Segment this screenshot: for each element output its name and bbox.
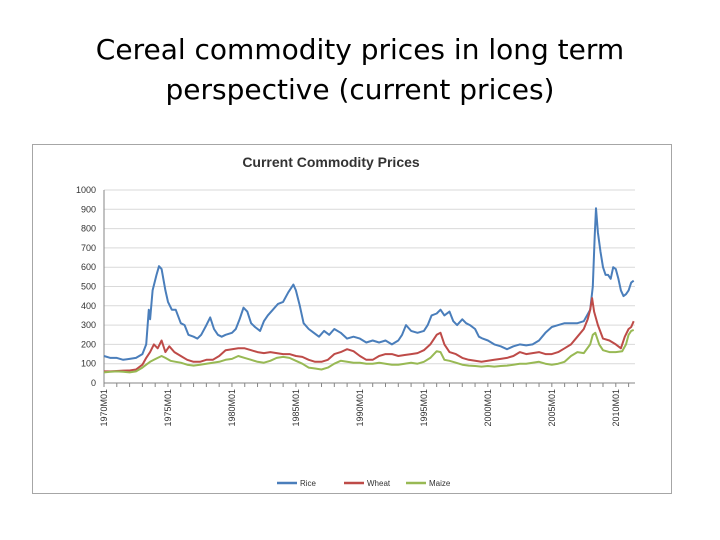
x-tick-label: 1985M01: [291, 389, 301, 427]
legend-label-maize: Maize: [429, 479, 451, 488]
slide-title-line-1: Cereal commodity prices in long term: [95, 33, 625, 66]
x-tick-label: 2000M01: [483, 389, 493, 427]
y-axis: 0 100 200 300 400 500 600 700 800 900 1000: [76, 185, 105, 388]
x-tick-label: 1995M01: [419, 389, 429, 427]
y-tick-label: 500: [81, 282, 96, 292]
y-tick-label: 900: [81, 204, 96, 214]
x-tick-label: 1980M01: [227, 389, 237, 427]
chart-title: Current Commodity Prices: [242, 154, 420, 170]
chart-frame: Current Commodity Prices 0 100 200 300 400 50…: [32, 144, 672, 494]
slide-title: Cereal commodity prices in long term per…: [0, 30, 720, 110]
y-tick-label: 800: [81, 224, 96, 234]
legend: Rice Wheat Maize: [277, 479, 451, 488]
y-tick-label: 200: [81, 339, 96, 349]
series-lines: [103, 207, 635, 374]
series-line-maize: [103, 328, 635, 374]
series-line-rice: [103, 207, 635, 361]
gridlines: [104, 189, 635, 384]
y-tick-label: 400: [81, 301, 96, 311]
y-tick-label: 700: [81, 243, 96, 253]
legend-label-rice: Rice: [300, 479, 317, 488]
x-axis: 1970M01 1975M01 1980M01 1985M01 1990M01 1995M…: [99, 382, 635, 427]
x-tick-label: 2010M01: [611, 389, 621, 427]
x-tick-label: 1975M01: [163, 389, 173, 427]
line-chart: Current Commodity Prices 0 100 200 300 400 50…: [76, 154, 635, 488]
series-line-wheat: [104, 297, 635, 373]
y-tick-label: 600: [81, 262, 96, 272]
y-tick-label: 300: [81, 320, 96, 330]
slide-title-line-2: perspective (current prices): [165, 73, 555, 106]
y-tick-label: 0: [91, 378, 96, 388]
x-tick-label: 1970M01: [99, 389, 109, 427]
y-tick-label: 1000: [76, 185, 96, 195]
y-tick-label: 100: [81, 359, 96, 369]
x-tick-label: 2005M01: [547, 389, 557, 427]
x-tick-label: 1990M01: [355, 389, 365, 427]
legend-label-wheat: Wheat: [367, 479, 391, 488]
